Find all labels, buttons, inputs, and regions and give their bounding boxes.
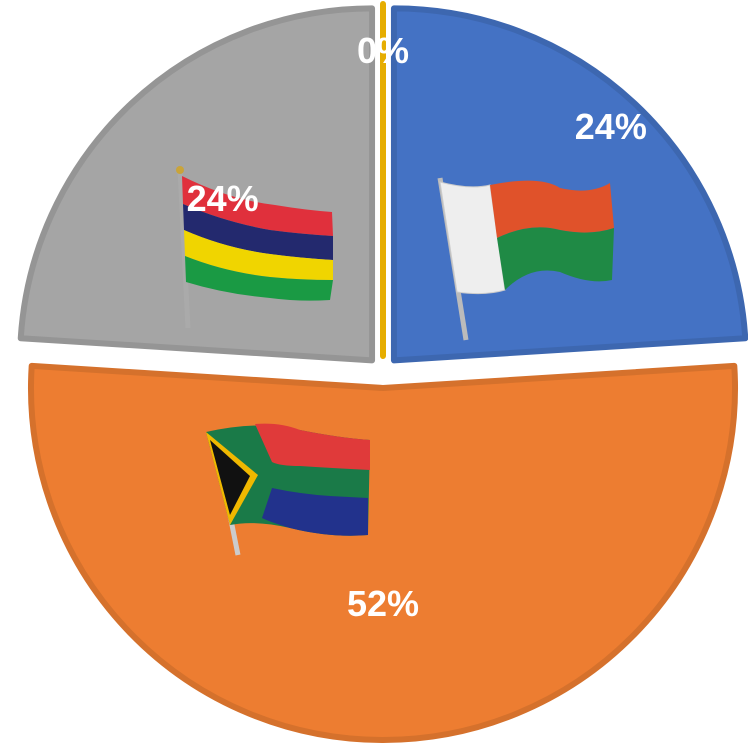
data-label: 24% [187, 178, 259, 219]
pie-slice [31, 366, 735, 740]
page: {"chart_data": {"type": "pie", "categori… [0, 0, 748, 743]
data-label: 24% [575, 106, 647, 147]
chart: 24% 52% 24% 0% [0, 0, 748, 743]
data-label: 0% [357, 30, 409, 71]
data-label: 52% [347, 583, 419, 624]
